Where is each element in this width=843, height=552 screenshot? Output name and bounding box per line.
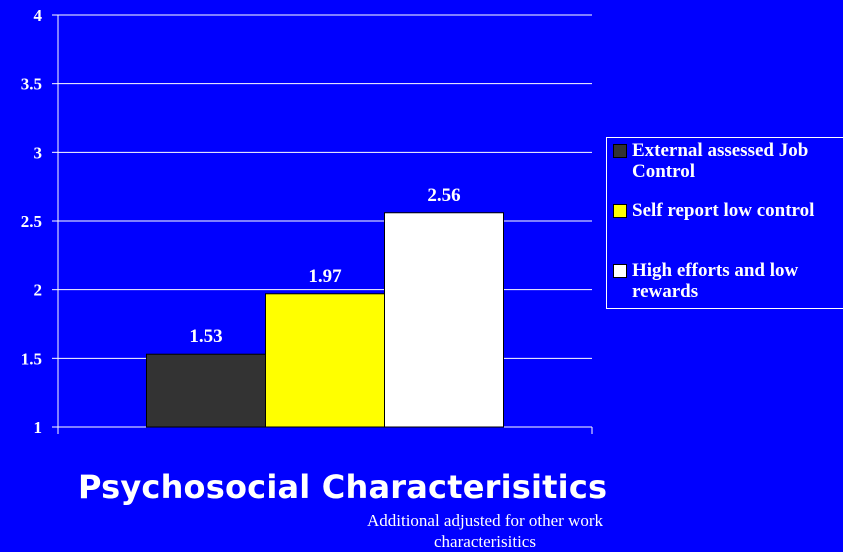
legend-label: High efforts and low rewards	[632, 260, 799, 302]
bar-high-efforts-and-low-rewards	[384, 212, 504, 428]
legend-item-self-report-low-control: Self report low control	[613, 200, 843, 221]
chart-title: Psychosocial Characterisitics	[78, 468, 608, 506]
y-tick-label: 3.5	[21, 75, 42, 94]
data-label: 2.56	[427, 185, 460, 206]
bar-self-report-low-control	[265, 293, 385, 428]
y-tick-label: 2.5	[21, 212, 42, 231]
y-tick-label: 1	[34, 418, 43, 437]
y-tick-labels: 1 1.5 2 2.5 3 3.5 4	[21, 6, 43, 437]
bar-chart: 1 1.5 2 2.5 3 3.5 4 1.53 1.97 2.56	[21, 6, 593, 437]
bar-external-assessed-job-control	[146, 353, 266, 428]
y-tick-label: 1.5	[21, 349, 42, 368]
legend-item-external-job-control: External assessed Job Control	[613, 140, 843, 182]
y-tick-label: 4	[34, 6, 43, 25]
legend-swatch-high-efforts-low-rewards	[613, 264, 627, 278]
legend-swatch-external-job-control	[613, 144, 627, 158]
y-tick-label: 2	[34, 281, 43, 300]
legend-item-high-efforts-low-rewards: High efforts and low rewards	[613, 260, 843, 302]
bars	[146, 212, 504, 428]
data-label: 1.53	[189, 326, 222, 347]
legend-swatch-self-report-low-control	[613, 204, 627, 218]
chart-subtitle: Additional adjusted for other work chara…	[366, 511, 604, 551]
data-label: 1.97	[308, 266, 342, 287]
legend-label: External assessed Job Control	[632, 140, 809, 182]
legend: External assessed Job Control Self repor…	[606, 137, 843, 309]
data-labels: 1.53 1.97 2.56	[189, 185, 460, 347]
legend-label: Self report low control	[632, 200, 815, 221]
y-tick-label: 3	[34, 143, 43, 162]
